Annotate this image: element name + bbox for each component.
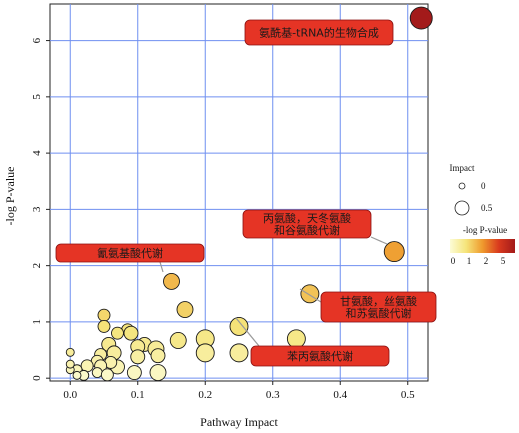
pathway-point[interactable]	[409, 6, 433, 30]
pathway-annotation: 苯丙氨酸代谢	[235, 317, 390, 367]
y-tick-label: 2	[31, 263, 43, 269]
x-tick-label: 0.0	[63, 389, 77, 401]
annotation-box	[55, 243, 205, 263]
x-tick-label: 0.4	[333, 389, 347, 401]
pathway-annotations: 氨酰基-tRNA的生物合成丙氨酸，天冬氨酸和谷氨酸代谢氰氨基酸代谢甘氨酸，丝氨酸…	[55, 19, 437, 367]
color-legend-tick-label: 2	[484, 256, 489, 266]
annotation-label: 和谷氨酸代谢	[274, 223, 340, 237]
pathway-point[interactable]	[383, 241, 405, 263]
color-legend-bar	[450, 239, 515, 253]
annotation-leader	[159, 261, 164, 273]
x-axis-title: Pathway Impact	[200, 415, 278, 429]
pathway-point[interactable]	[97, 308, 111, 322]
pathway-point[interactable]	[229, 316, 249, 336]
x-tick-label: 0.2	[198, 389, 212, 401]
annotation-leader	[370, 236, 388, 245]
pathway-point[interactable]	[91, 367, 103, 379]
y-axis-ticks: 0 1 2 3 4 5 6	[31, 37, 50, 381]
pathway-point[interactable]	[195, 343, 215, 363]
color-legend-ticks: 0 1 2 5	[451, 256, 506, 266]
color-legend-tick-label: 5	[501, 256, 506, 266]
pathway-point[interactable]	[286, 329, 306, 349]
data-points	[65, 6, 433, 382]
size-legend-circle-large	[454, 200, 470, 216]
pathway-point[interactable]	[176, 301, 194, 318]
y-tick-label: 3	[31, 206, 43, 212]
annotation-box	[244, 19, 394, 46]
y-tick-label: 4	[31, 150, 43, 156]
annotation-label: 苯丙氨酸代谢	[287, 349, 353, 363]
annotation-label: 氨酰基-tRNA的生物合成	[259, 26, 379, 40]
color-legend: -log P-value 0 1 2 5	[450, 225, 515, 266]
size-legend-title: Impact	[450, 163, 475, 173]
pathway-point[interactable]	[163, 272, 180, 290]
pathway-point[interactable]	[111, 326, 124, 340]
annotation-leader	[299, 288, 322, 303]
pathway-point[interactable]	[97, 319, 111, 333]
pathway-point[interactable]	[123, 325, 139, 341]
annotation-box	[250, 345, 390, 367]
size-legend: Impact 0 0.5	[450, 163, 493, 216]
pathway-point[interactable]	[150, 348, 166, 364]
x-tick-label: 0.1	[131, 389, 145, 401]
x-axis-ticks: 0.0 0.1 0.2 0.3 0.4 0.5	[63, 381, 415, 401]
y-tick-label: 5	[31, 94, 43, 100]
pathway-point[interactable]	[229, 343, 249, 363]
pathway-annotation: 氰氨基酸代谢	[55, 243, 205, 273]
size-legend-label-small: 0	[481, 181, 486, 191]
size-legend-label-large: 0.5	[481, 203, 493, 213]
color-legend-title: -log P-value	[463, 225, 507, 235]
annotation-label: 甘氨酸，丝氨酸	[340, 294, 417, 308]
y-tick-label: 6	[31, 37, 43, 43]
pathway-point[interactable]	[65, 359, 75, 369]
pathway-point[interactable]	[72, 370, 82, 380]
pathway-point[interactable]	[130, 349, 146, 365]
annotation-label: 氰氨基酸代谢	[97, 246, 163, 260]
annotation-label: 丙氨酸，天冬氨酸	[263, 211, 351, 225]
color-legend-tick-label: 1	[467, 256, 472, 266]
x-tick-label: 0.5	[401, 389, 415, 401]
annotation-box	[242, 209, 372, 239]
annotation-label: 和苏氨酸代谢	[346, 306, 412, 320]
pathway-point[interactable]	[100, 368, 114, 382]
y-tick-label: 1	[31, 319, 43, 325]
pathway-point[interactable]	[300, 284, 320, 304]
annotation-leader	[235, 317, 260, 347]
y-axis-title: -log P-value	[3, 167, 17, 226]
annotation-box	[320, 291, 437, 323]
pathway-point[interactable]	[149, 364, 167, 382]
y-tick-label: 0	[31, 375, 43, 381]
size-legend-circle-small	[458, 182, 466, 190]
pathway-annotation: 氨酰基-tRNA的生物合成	[244, 19, 394, 46]
x-tick-label: 0.3	[266, 389, 280, 401]
color-legend-tick-label: 0	[451, 256, 456, 266]
pathway-point[interactable]	[65, 347, 75, 357]
pathway-point[interactable]	[169, 332, 187, 349]
pathway-point[interactable]	[126, 365, 142, 381]
